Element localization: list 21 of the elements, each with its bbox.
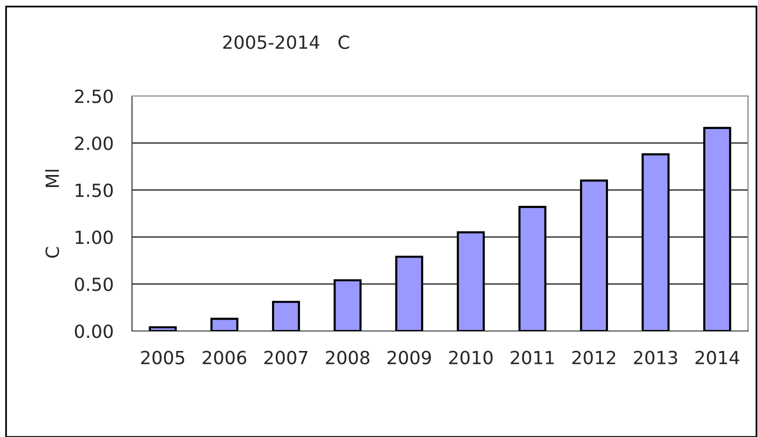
x-tick-label: 2010 bbox=[449, 350, 493, 364]
bar bbox=[272, 300, 300, 331]
x-tick-label: 2005 bbox=[141, 350, 184, 364]
y-tick-label: 0.00 bbox=[74, 324, 113, 338]
x-tick-label: 2008 bbox=[326, 350, 370, 364]
bar bbox=[148, 326, 177, 331]
y-tick-label: 0.50 bbox=[74, 277, 113, 292]
x-tick-label: 2011 bbox=[510, 350, 554, 364]
x-tick-label: 2006 bbox=[202, 350, 246, 364]
x-tick-label: 2012 bbox=[572, 350, 616, 364]
bar bbox=[210, 318, 238, 331]
x-tick-label: 2009 bbox=[388, 350, 431, 364]
x-tick-label: 2014 bbox=[696, 350, 740, 364]
x-tick-label: 2013 bbox=[634, 350, 678, 364]
y-tick-label: 2.50 bbox=[75, 89, 113, 104]
x-tick-label: 2007 bbox=[264, 350, 308, 364]
y-axis-title: C Ml bbox=[45, 170, 60, 258]
chart-title: 2005-2014 C bbox=[223, 35, 350, 50]
y-tick-label: 1.50 bbox=[76, 183, 113, 198]
y-tick-label: 1.00 bbox=[76, 230, 113, 244]
y-tick-label: 2.00 bbox=[75, 136, 113, 150]
